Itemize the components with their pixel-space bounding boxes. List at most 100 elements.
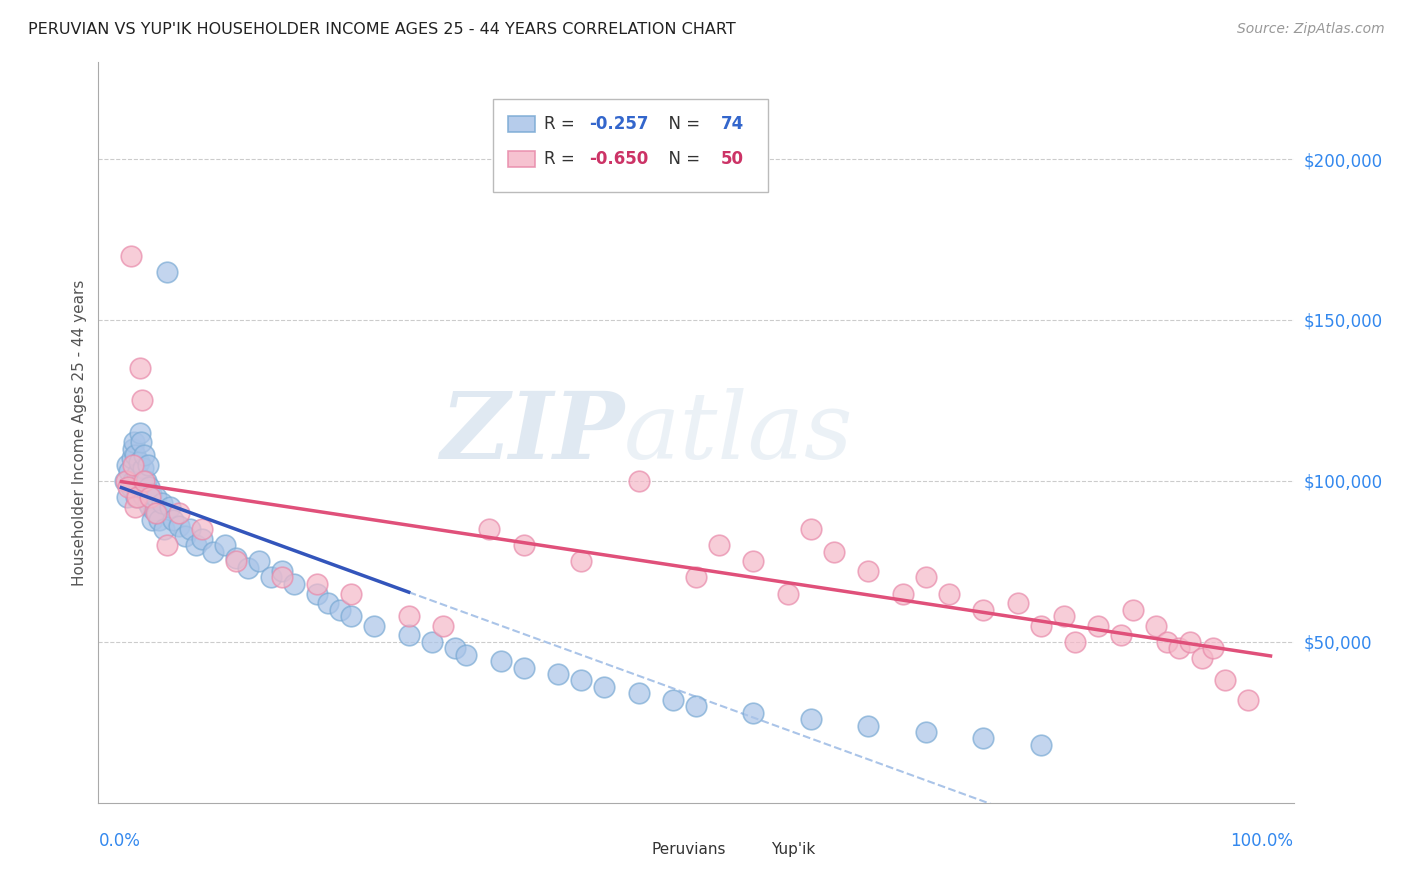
Point bbox=[124, 500, 146, 514]
Point bbox=[120, 480, 142, 494]
Point bbox=[136, 458, 159, 472]
Point bbox=[1144, 619, 1167, 633]
Point bbox=[1156, 635, 1178, 649]
Text: -0.650: -0.650 bbox=[589, 150, 648, 168]
Point bbox=[1202, 641, 1225, 656]
FancyBboxPatch shape bbox=[624, 842, 648, 857]
Point bbox=[1064, 635, 1087, 649]
Point bbox=[117, 480, 139, 494]
Point bbox=[127, 467, 149, 482]
Point bbox=[398, 609, 420, 624]
Text: N =: N = bbox=[658, 150, 704, 168]
Y-axis label: Householder Income Ages 25 - 44 years: Householder Income Ages 25 - 44 years bbox=[72, 279, 87, 586]
Point bbox=[122, 458, 145, 472]
Point bbox=[129, 435, 152, 450]
Text: R =: R = bbox=[544, 115, 581, 133]
Point bbox=[128, 480, 150, 494]
Point bbox=[135, 487, 157, 501]
Text: 100.0%: 100.0% bbox=[1230, 832, 1294, 850]
FancyBboxPatch shape bbox=[744, 842, 768, 857]
Point bbox=[858, 564, 880, 578]
Text: 50: 50 bbox=[721, 150, 744, 168]
Point bbox=[914, 725, 936, 739]
Point bbox=[271, 570, 294, 584]
Text: Source: ZipAtlas.com: Source: ZipAtlas.com bbox=[1237, 22, 1385, 37]
Point bbox=[191, 532, 214, 546]
Point bbox=[132, 461, 155, 475]
Point bbox=[283, 577, 305, 591]
Point bbox=[1191, 651, 1213, 665]
Point bbox=[707, 538, 730, 552]
Text: -0.257: -0.257 bbox=[589, 115, 650, 133]
Point bbox=[247, 554, 270, 568]
Point bbox=[225, 551, 247, 566]
Point bbox=[145, 506, 167, 520]
Point bbox=[138, 480, 160, 494]
Point bbox=[115, 474, 138, 488]
Point bbox=[167, 506, 190, 520]
Point bbox=[891, 586, 914, 600]
Point bbox=[225, 554, 247, 568]
Point bbox=[363, 619, 385, 633]
Point bbox=[153, 522, 176, 536]
Point bbox=[1109, 628, 1132, 642]
Point bbox=[148, 512, 170, 526]
Point bbox=[146, 506, 169, 520]
Text: PERUVIAN VS YUP'IK HOUSEHOLDER INCOME AGES 25 - 44 YEARS CORRELATION CHART: PERUVIAN VS YUP'IK HOUSEHOLDER INCOME AG… bbox=[28, 22, 735, 37]
FancyBboxPatch shape bbox=[509, 151, 534, 167]
Point bbox=[128, 454, 150, 468]
Point bbox=[1167, 641, 1189, 656]
Point bbox=[593, 680, 616, 694]
Point bbox=[938, 586, 960, 600]
Point bbox=[1029, 738, 1052, 752]
Text: 0.0%: 0.0% bbox=[98, 832, 141, 850]
Point bbox=[329, 602, 352, 616]
Point bbox=[547, 667, 569, 681]
Point bbox=[131, 474, 153, 488]
Point bbox=[398, 628, 420, 642]
Point bbox=[131, 393, 153, 408]
Point bbox=[1007, 596, 1029, 610]
Text: 74: 74 bbox=[721, 115, 744, 133]
Point bbox=[456, 648, 478, 662]
FancyBboxPatch shape bbox=[494, 99, 768, 192]
Point bbox=[443, 641, 465, 656]
Point bbox=[124, 448, 146, 462]
Point bbox=[202, 545, 225, 559]
Point bbox=[122, 474, 145, 488]
Text: R =: R = bbox=[544, 150, 581, 168]
Point bbox=[627, 686, 650, 700]
Point bbox=[1053, 609, 1076, 624]
Point bbox=[122, 442, 145, 456]
Point bbox=[627, 474, 650, 488]
Point bbox=[115, 490, 138, 504]
Text: atlas: atlas bbox=[624, 388, 853, 477]
Point bbox=[662, 693, 685, 707]
Point bbox=[191, 522, 214, 536]
Point bbox=[340, 586, 363, 600]
Point bbox=[1122, 602, 1144, 616]
Point bbox=[135, 474, 157, 488]
Point bbox=[972, 602, 994, 616]
Point bbox=[141, 487, 163, 501]
Point bbox=[569, 554, 592, 568]
Point bbox=[685, 570, 707, 584]
Point bbox=[131, 487, 153, 501]
Point bbox=[271, 564, 294, 578]
Point bbox=[1236, 693, 1258, 707]
Point bbox=[236, 561, 259, 575]
Point bbox=[118, 464, 141, 478]
Point bbox=[489, 654, 512, 668]
Point bbox=[1029, 619, 1052, 633]
Point bbox=[184, 538, 207, 552]
Point bbox=[127, 490, 149, 504]
Point bbox=[139, 490, 162, 504]
Text: N =: N = bbox=[658, 115, 704, 133]
Point bbox=[142, 503, 165, 517]
Point bbox=[914, 570, 936, 584]
Point bbox=[685, 699, 707, 714]
Point bbox=[114, 474, 136, 488]
Point bbox=[858, 718, 880, 732]
Point bbox=[800, 712, 823, 726]
Point bbox=[569, 673, 592, 688]
